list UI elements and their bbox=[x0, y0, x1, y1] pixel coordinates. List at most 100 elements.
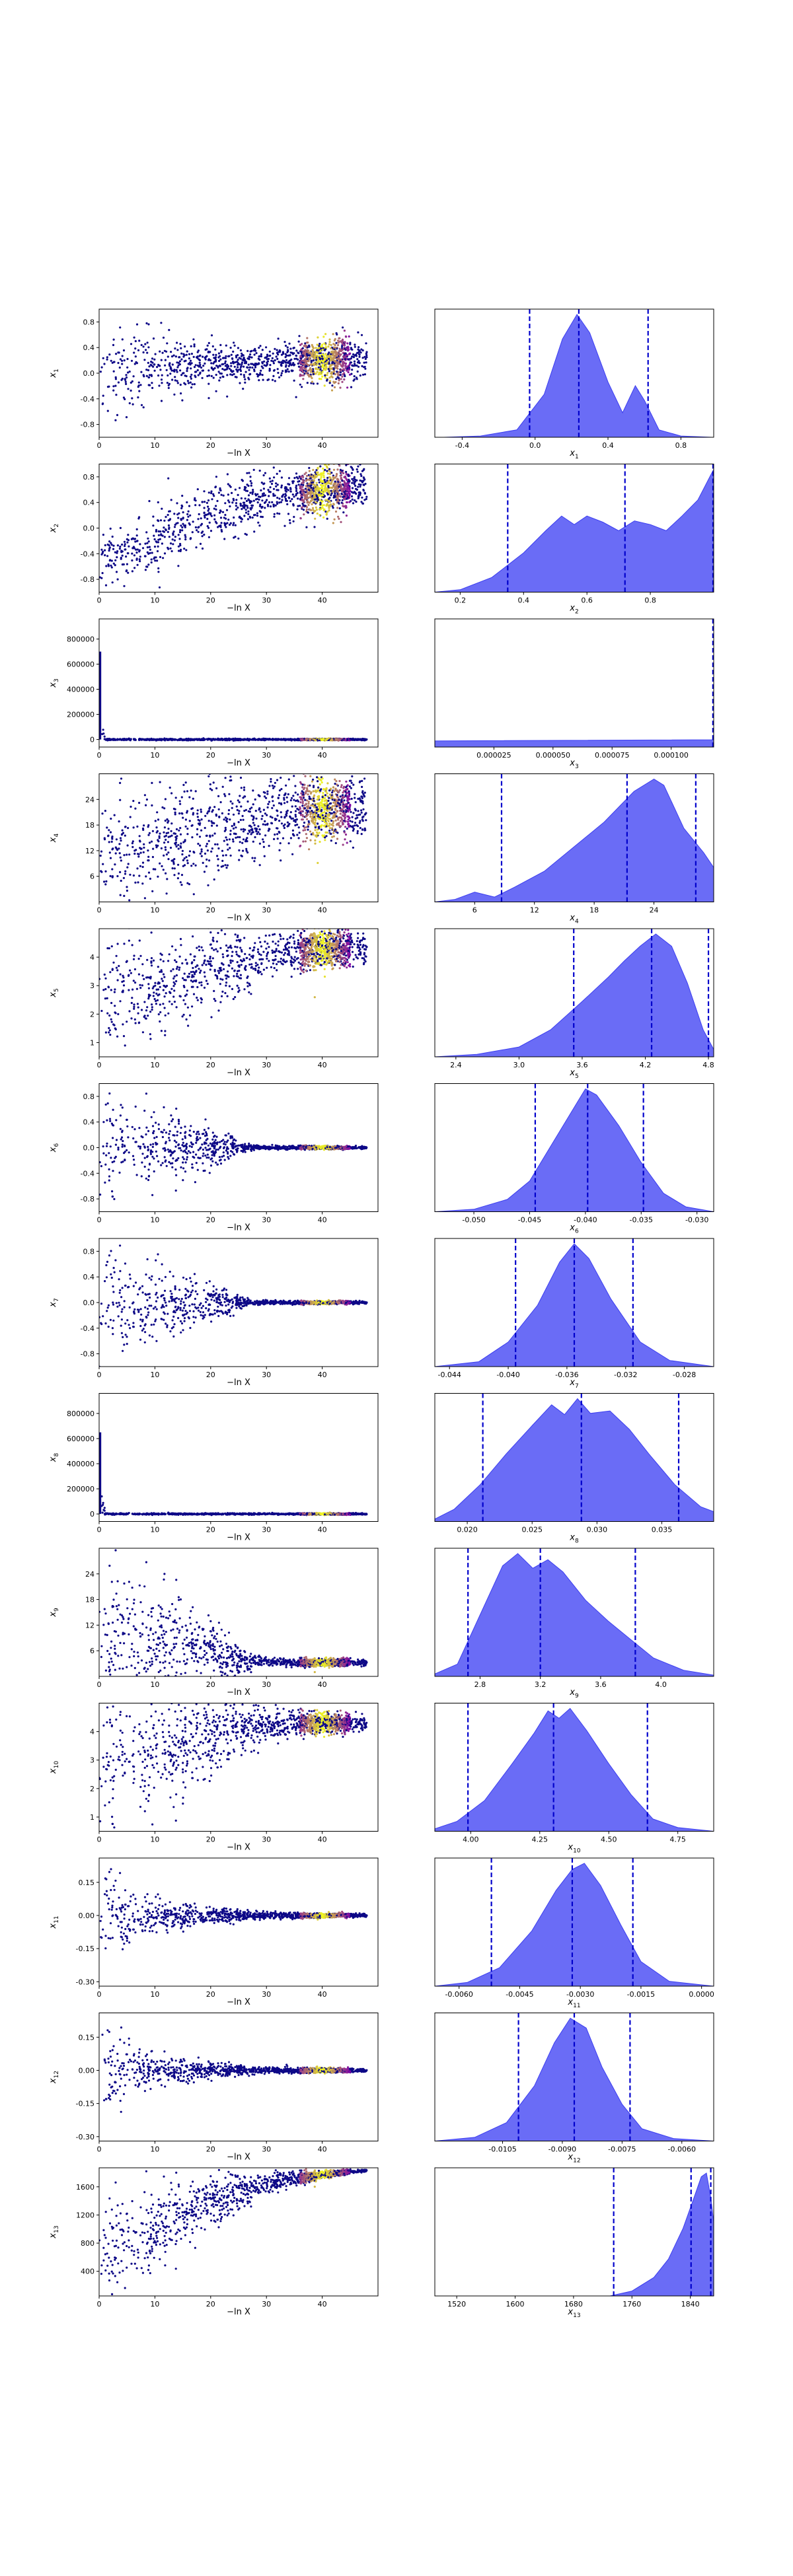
scatter-point bbox=[108, 841, 110, 843]
scatter-point bbox=[237, 836, 239, 838]
scatter-point bbox=[124, 548, 126, 551]
scatter-point bbox=[190, 789, 192, 792]
scatter-point bbox=[187, 738, 190, 740]
scatter-point bbox=[317, 336, 319, 339]
panel-row-1: 0 10 20 30 40-0.8-0.40.00.40.8-0.4 0.0 0.4 0.8 bbox=[81, 308, 714, 450]
scatter-point bbox=[149, 548, 151, 551]
scatter-point bbox=[333, 362, 336, 365]
scatter-point bbox=[305, 526, 308, 528]
scatter-point bbox=[200, 524, 202, 526]
scatter-point bbox=[235, 508, 238, 511]
scatter-point bbox=[349, 489, 352, 493]
scatter-point bbox=[342, 348, 345, 351]
scatter-point bbox=[204, 501, 206, 503]
scatter-point bbox=[353, 360, 356, 363]
scatter-point bbox=[340, 378, 342, 380]
scatter-point bbox=[207, 499, 210, 502]
scatter-point bbox=[180, 358, 183, 361]
scatter-point bbox=[321, 363, 324, 366]
scatter-point bbox=[183, 857, 186, 860]
scatter-point bbox=[353, 738, 356, 741]
scatter-point bbox=[316, 803, 319, 805]
scatter-point bbox=[208, 820, 210, 822]
scatter-point bbox=[319, 465, 322, 468]
scatter-point bbox=[161, 382, 163, 384]
scatter-point bbox=[299, 505, 301, 507]
scatter-point bbox=[295, 489, 298, 493]
scatter-point bbox=[161, 534, 164, 537]
scatter-point bbox=[297, 800, 299, 803]
scatter-point bbox=[225, 867, 228, 869]
scatter-point bbox=[233, 499, 235, 502]
scatter-point bbox=[348, 795, 351, 797]
scatter-point bbox=[219, 489, 222, 492]
scatter-point bbox=[345, 515, 348, 517]
scatter-point bbox=[356, 364, 358, 367]
scatter-point bbox=[198, 513, 200, 516]
scatter-point bbox=[328, 382, 331, 384]
scatter-point bbox=[326, 360, 329, 363]
scatter-point bbox=[221, 530, 223, 533]
scatter-point bbox=[170, 550, 173, 553]
scatter-point bbox=[286, 821, 289, 824]
scatter-point bbox=[167, 903, 169, 905]
scatter-point bbox=[312, 509, 315, 511]
x-tick-label: 0.6 bbox=[581, 596, 593, 605]
scatter-point bbox=[316, 486, 319, 489]
scatter-point bbox=[155, 541, 158, 544]
scatter-point bbox=[204, 357, 206, 359]
scatter-point bbox=[357, 465, 359, 468]
scatter-point bbox=[276, 368, 279, 371]
scatter-point bbox=[357, 331, 359, 334]
scatter-point bbox=[181, 529, 184, 532]
scatter-point bbox=[180, 874, 184, 877]
scatter-point bbox=[305, 353, 308, 355]
scatter-point bbox=[344, 335, 348, 338]
scatter-point bbox=[138, 516, 141, 519]
scatter-point bbox=[192, 338, 195, 341]
scatter-point bbox=[206, 738, 209, 741]
scatter-point bbox=[293, 357, 296, 360]
scatter-point bbox=[321, 491, 323, 493]
scatter-point bbox=[213, 357, 215, 359]
x-tick-label: 0 bbox=[97, 441, 102, 450]
scatter-point bbox=[160, 322, 163, 324]
scatter-point bbox=[265, 346, 268, 349]
scatter-point bbox=[239, 357, 242, 360]
scatter-point bbox=[278, 820, 281, 822]
scatter-point bbox=[202, 365, 205, 367]
scatter-point bbox=[306, 511, 309, 514]
scatter-point bbox=[324, 346, 327, 349]
scatter-point bbox=[139, 851, 142, 854]
scatter-point bbox=[102, 394, 104, 397]
scatter-point bbox=[212, 376, 215, 379]
scatter-point bbox=[357, 485, 359, 488]
scatter-point bbox=[303, 358, 306, 361]
scatter-point bbox=[306, 738, 309, 740]
scatter-point bbox=[275, 355, 278, 358]
scatter-point bbox=[330, 481, 333, 483]
scatter-point bbox=[276, 503, 279, 505]
scatter-point bbox=[323, 358, 326, 361]
scatter-point bbox=[342, 511, 345, 514]
scatter-point bbox=[118, 820, 120, 823]
scatter-point bbox=[161, 507, 163, 510]
scatter-point bbox=[326, 372, 329, 375]
scatter-point bbox=[309, 356, 311, 359]
scatter-point bbox=[204, 358, 207, 361]
scatter-point bbox=[336, 468, 339, 471]
scatter-point bbox=[136, 548, 139, 551]
scatter-point bbox=[162, 869, 165, 871]
scatter-point bbox=[138, 550, 141, 553]
scatter-point bbox=[310, 833, 313, 836]
scatter-point bbox=[226, 363, 229, 366]
scatter-point bbox=[328, 341, 331, 343]
scatter-point bbox=[316, 382, 319, 385]
scatter-point bbox=[319, 478, 322, 481]
scatter-point bbox=[126, 866, 129, 869]
scatter-point bbox=[235, 499, 238, 501]
scatter-point bbox=[111, 581, 114, 584]
scatter-point bbox=[229, 505, 231, 508]
scatter-point bbox=[178, 812, 181, 815]
scatter-point bbox=[239, 363, 241, 366]
